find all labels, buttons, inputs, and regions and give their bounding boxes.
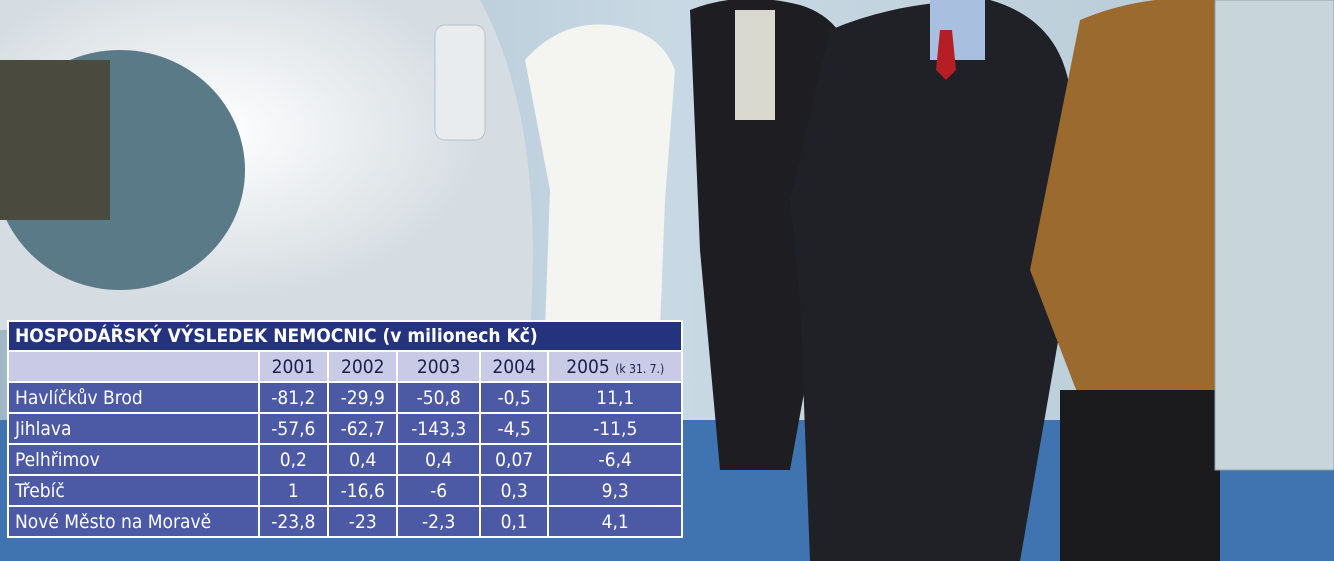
cell-value: 4,1 (548, 506, 682, 537)
cell-value: 0,07 (480, 444, 549, 475)
row-label: Třebíč (8, 475, 259, 506)
row-label: Nové Město na Moravě (8, 506, 259, 537)
column-note: (k 31. 7.) (615, 362, 664, 376)
cell-value: -6 (397, 475, 479, 506)
row-label: Pelhřimov (8, 444, 259, 475)
cell-value: 0,3 (480, 475, 549, 506)
title-row: HOSPODÁŘSKÝ VÝSLEDEK NEMOCNIC (v milione… (8, 321, 682, 351)
row-label: Havlíčkův Brod (8, 382, 259, 413)
person-bg (0, 60, 110, 220)
cell-value: -2,3 (397, 506, 479, 537)
table-title: HOSPODÁŘSKÝ VÝSLEDEK NEMOCNIC (v milione… (8, 321, 682, 351)
trousers (1060, 390, 1220, 561)
cell-value: -4,5 (480, 413, 549, 444)
header-row: 2001 2002 2003 2004 2005 (k 31. 7.) (8, 351, 682, 382)
control-panel (435, 25, 485, 140)
column-year: 2002 (341, 356, 385, 378)
man-suit (790, 0, 1070, 561)
cell-value: -16,6 (328, 475, 397, 506)
column-year: 2004 (492, 356, 536, 378)
column-header: 2004 (480, 351, 549, 382)
column-header: 2002 (328, 351, 397, 382)
cell-value: 0,1 (480, 506, 549, 537)
shelf (1215, 0, 1334, 470)
cell-value: -50,8 (397, 382, 479, 413)
cell-value: -11,5 (548, 413, 682, 444)
cell-value: -143,3 (397, 413, 479, 444)
data-row: Jihlava-57,6-62,7-143,3-4,5-11,5 (8, 413, 682, 444)
column-header: 2001 (259, 351, 328, 382)
column-year: 2003 (417, 356, 461, 378)
shirt (735, 10, 775, 120)
cell-value: -23 (328, 506, 397, 537)
cell-value: -0,5 (480, 382, 549, 413)
cell-value: 9,3 (548, 475, 682, 506)
cell-value: -23,8 (259, 506, 328, 537)
results-table: HOSPODÁŘSKÝ VÝSLEDEK NEMOCNIC (v milione… (7, 320, 683, 538)
cell-value: 0,4 (397, 444, 479, 475)
page: {"table": { "title": "HOSPODÁŘSKÝ VÝSLED… (0, 0, 1334, 561)
header-corner (8, 351, 259, 382)
cell-value: 0,4 (328, 444, 397, 475)
cell-value: -62,7 (328, 413, 397, 444)
cell-value: -29,9 (328, 382, 397, 413)
cell-value: 1 (259, 475, 328, 506)
cell-value: 11,1 (548, 382, 682, 413)
column-header: 2005 (k 31. 7.) (548, 351, 682, 382)
cell-value: -81,2 (259, 382, 328, 413)
column-header: 2003 (397, 351, 479, 382)
column-year: 2005 (566, 356, 610, 378)
cell-value: -57,6 (259, 413, 328, 444)
column-year: 2001 (272, 356, 316, 378)
cell-value: -6,4 (548, 444, 682, 475)
row-label: Jihlava (8, 413, 259, 444)
page-body: HOSPODÁŘSKÝ VÝSLEDEK NEMOCNIC (v milione… (0, 0, 1334, 561)
cell-value: 0,2 (259, 444, 328, 475)
